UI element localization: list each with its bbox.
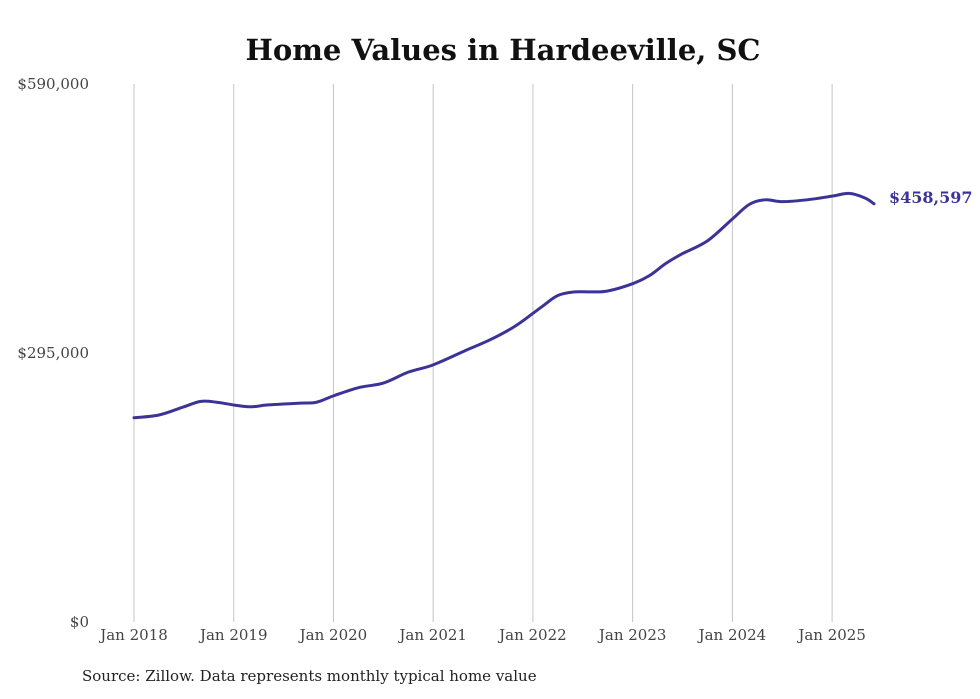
end-labels: $458,597 <box>889 188 973 207</box>
chart-title: Home Values in Hardeeville, SC <box>246 33 761 67</box>
x-tick-label: Jan 2025 <box>796 626 866 644</box>
x-tick-label: Jan 2023 <box>597 626 667 644</box>
series-line <box>132 191 876 420</box>
x-tick-label: Jan 2022 <box>497 626 567 644</box>
y-tick-label: $0 <box>70 613 89 631</box>
y-tick-label: $590,000 <box>17 75 89 93</box>
x-tick-label: Jan 2020 <box>298 626 368 644</box>
x-tick-label: Jan 2024 <box>697 626 767 644</box>
source-note: Source: Zillow. Data represents monthly … <box>82 667 537 685</box>
grid-lines <box>133 84 833 622</box>
x-axis-ticks: Jan 2018 Jan 2019 Jan 2020 Jan 2021 Jan 2022… <box>98 626 866 644</box>
series-lines <box>132 191 876 420</box>
y-tick-label: $295,000 <box>17 344 89 362</box>
x-tick-label: Jan 2021 <box>397 626 467 644</box>
series-end-value-label: $458,597 <box>889 188 973 207</box>
x-tick-label: Jan 2018 <box>98 626 168 644</box>
x-tick-label: Jan 2019 <box>198 626 268 644</box>
y-axis-ticks: $0 $295,000 $590,000 <box>17 75 89 631</box>
